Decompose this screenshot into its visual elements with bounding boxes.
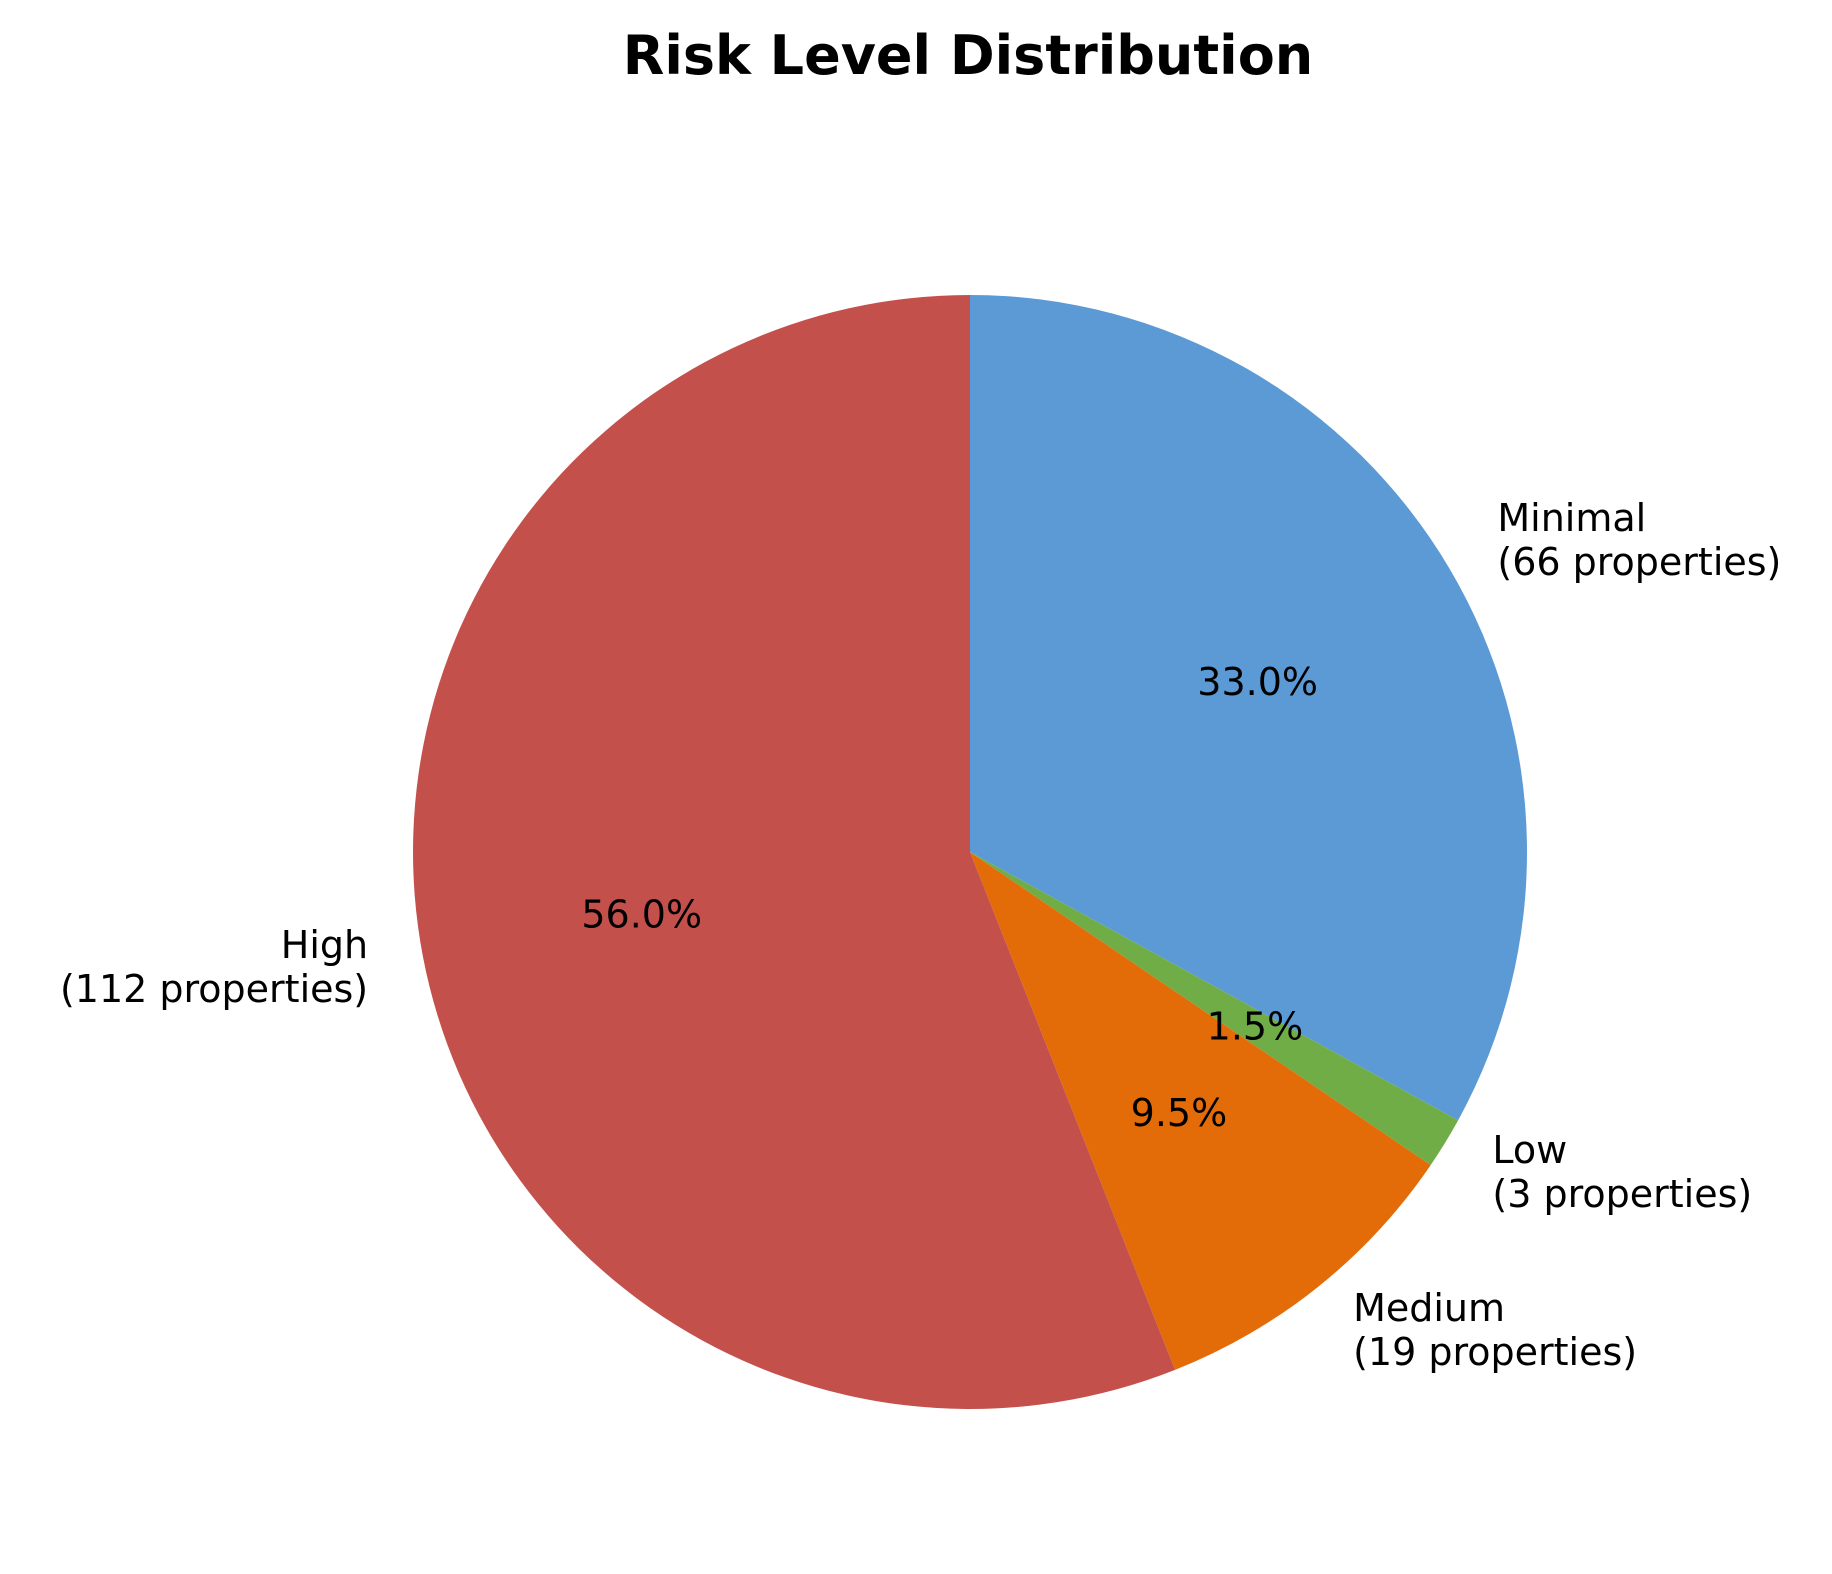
slice-label-medium: Medium (19 properties) xyxy=(1353,1286,1637,1374)
pie-slice-medium xyxy=(970,852,1431,1370)
slice-category: Medium xyxy=(1353,1286,1505,1330)
slice-label-minimal: Minimal (66 properties) xyxy=(1497,496,1781,584)
slice-category: Minimal xyxy=(1497,496,1646,540)
slice-count: (3 properties) xyxy=(1492,1172,1752,1216)
slice-label-high: High (112 properties) xyxy=(60,923,368,1011)
percent-label-minimal: 33.0% xyxy=(1197,660,1318,704)
percent-label-low: 1.5% xyxy=(1207,1005,1304,1049)
percent-label-medium: 9.5% xyxy=(1131,1091,1228,1135)
slice-count: (19 properties) xyxy=(1353,1330,1637,1374)
slice-category: Low xyxy=(1492,1128,1567,1172)
pie-slice-minimal xyxy=(970,295,1527,1121)
pie-percent-labels: 33.0% 1.5% 9.5% 56.0% xyxy=(581,660,1318,1135)
slice-label-low: Low (3 properties) xyxy=(1492,1128,1752,1216)
pie-slice-high xyxy=(413,295,1176,1409)
slice-category: High xyxy=(281,923,368,967)
pie-slice-low xyxy=(970,852,1459,1166)
pie-labels: Minimal (66 properties) Low (3 properties) M… xyxy=(60,496,1781,1374)
percent-label-high: 56.0% xyxy=(581,893,702,937)
slice-count: (112 properties) xyxy=(60,967,368,1011)
pie-slices xyxy=(413,295,1527,1409)
slice-count: (66 properties) xyxy=(1497,540,1781,584)
chart-title: Risk Level Distribution xyxy=(623,24,1314,87)
